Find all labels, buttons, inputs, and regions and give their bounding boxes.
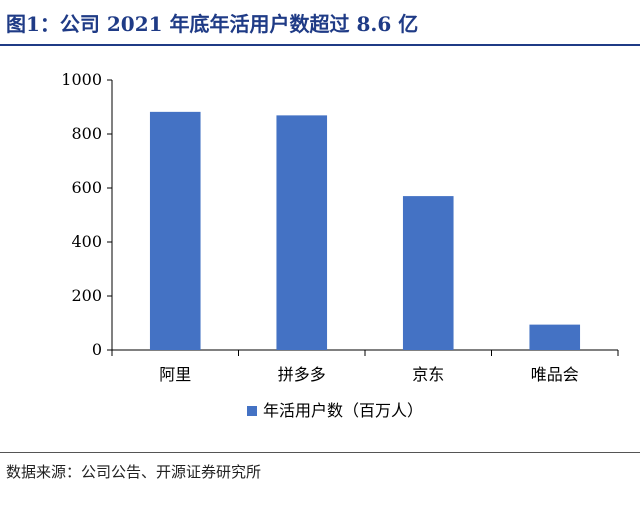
legend-label: 年活用户数（百万人） — [263, 401, 423, 420]
category-label: 唯品会 — [531, 365, 579, 384]
y-tick-label: 200 — [71, 286, 102, 305]
y-tick-label: 600 — [71, 178, 102, 197]
y-tick-label: 800 — [71, 124, 102, 143]
category-label: 拼多多 — [278, 365, 326, 384]
bar-2 — [276, 115, 328, 351]
y-axis: 0 200 400 600 800 1000 — [61, 70, 113, 359]
bars — [149, 111, 581, 351]
legend-swatch — [247, 406, 257, 416]
title-bar: 图1：公司 2021 年底年活用户数超过 8.6 亿 — [0, 0, 640, 46]
bar-1 — [149, 111, 201, 350]
category-labels: 阿里 拼多多 京东 唯品会 — [159, 365, 579, 384]
legend: 年活用户数（百万人） — [247, 401, 423, 420]
y-tick-label: 400 — [71, 232, 102, 251]
bar-3 — [402, 196, 454, 350]
category-label: 京东 — [412, 365, 444, 384]
y-tick-label: 1000 — [61, 70, 102, 89]
source-note: 数据来源：公司公告、开源证券研究所 — [6, 463, 262, 481]
bar-chart: 0 200 400 600 800 1000 阿里 拼多多 京东 唯品会 年活用户数（百万人） — [61, 70, 619, 420]
source-divider — [0, 452, 640, 453]
category-label: 阿里 — [159, 365, 191, 384]
bar-4 — [529, 324, 581, 350]
x-axis — [111, 349, 619, 356]
figure-title: 图1：公司 2021 年底年活用户数超过 8.6 亿 — [6, 12, 419, 36]
y-tick-label: 0 — [92, 340, 102, 359]
